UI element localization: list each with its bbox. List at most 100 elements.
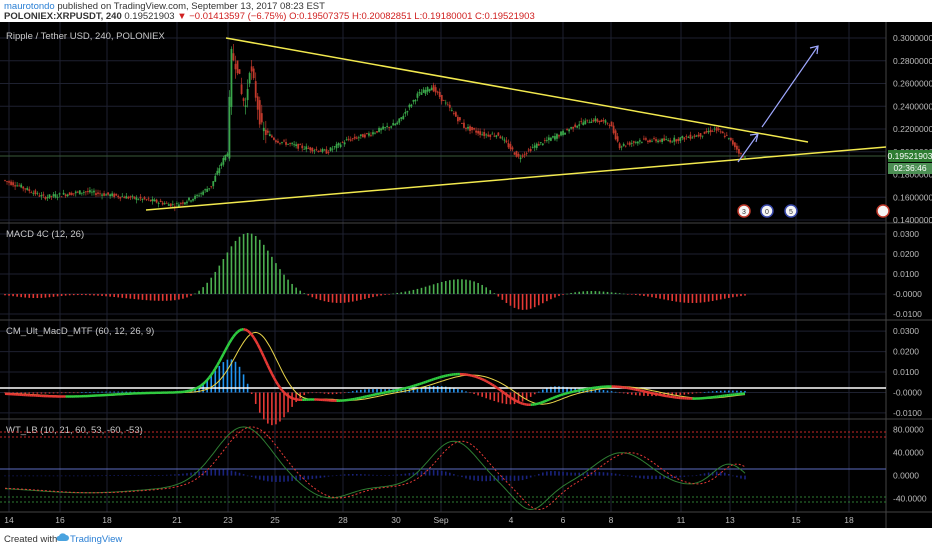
cm-bar — [428, 386, 431, 393]
time-tick-label: 25 — [270, 515, 280, 525]
wt-bar — [376, 474, 378, 476]
chart-svg[interactable]: Ripple / Tether USD, 240, POLONIEX 3 0 5… — [0, 22, 932, 528]
wt-bar — [453, 474, 455, 476]
candle-body — [359, 134, 362, 136]
descending-trendline[interactable] — [225, 37, 809, 143]
candle-body — [626, 143, 629, 145]
wt-bar — [198, 471, 200, 476]
time-tick-label: 6 — [561, 515, 566, 525]
tradingview-brand-link[interactable]: TradingView — [70, 534, 123, 545]
time-axis[interactable]: 14 16 18 21 23 25 28 30 Sep 4 6 8 11 13 15 18 — [4, 515, 854, 525]
wt-bar — [299, 475, 301, 481]
macd-bar — [4, 294, 6, 296]
cm-bar — [283, 392, 285, 418]
wt-bar — [279, 475, 281, 482]
cm-macd-segment — [220, 353, 225, 359]
macd-4c-pane[interactable]: MACD 4C (12, 26) 0.0300 0.0200 0.0100 -0.00… — [4, 229, 922, 319]
candle-body — [570, 127, 573, 129]
cm-bar — [626, 392, 629, 395]
candle-body — [254, 81, 257, 98]
candle-body — [606, 122, 609, 124]
wt-bar — [432, 470, 435, 476]
cm-macd-segment — [421, 381, 424, 385]
main-price-pane[interactable]: Ripple / Tether USD, 240, POLONIEX 3 0 5… — [0, 31, 932, 225]
cm-bar — [505, 392, 508, 405]
cm-ult-macd-pane[interactable]: CM_Ult_MacD_MTF (60, 12, 26, 9) 0.03000.… — [0, 326, 922, 426]
macd-bar — [711, 294, 714, 301]
candle-body — [171, 204, 174, 205]
candle-body — [123, 197, 126, 199]
event-badges[interactable]: 3 0 5 — [737, 204, 890, 218]
wt-bar — [416, 471, 419, 476]
cm-bar — [194, 388, 196, 393]
macd-bar — [525, 294, 528, 310]
candle-body — [161, 202, 164, 205]
publish-line: maurotondo published on TradingView.com,… — [4, 1, 325, 12]
candle-body — [210, 186, 213, 188]
macd-tick-label: -0.0100 — [893, 309, 922, 319]
candle-body — [155, 199, 158, 203]
cm-macd-segment — [566, 391, 570, 395]
candle-body — [537, 144, 540, 146]
wt-bar — [400, 474, 403, 476]
candle-body — [28, 189, 31, 192]
candle-body — [723, 135, 726, 138]
candle-body — [442, 100, 445, 101]
macd-bar — [457, 279, 459, 294]
cm-bar — [485, 392, 488, 399]
cm-macd-segment — [513, 398, 518, 403]
ascending-trendline[interactable] — [145, 146, 887, 211]
candle-body — [275, 140, 277, 142]
candle-body — [303, 148, 306, 150]
candle-body — [521, 155, 524, 157]
short-arrow-head — [749, 133, 759, 143]
wt-bar — [182, 473, 184, 476]
cm-bar — [449, 387, 451, 393]
event-badge-edge — [876, 204, 890, 218]
candle-body — [519, 157, 522, 160]
macd-bar — [16, 294, 18, 297]
macd-bar — [501, 294, 504, 300]
macd-bar — [424, 286, 427, 294]
cm-macd-segment — [423, 380, 426, 384]
chart-area[interactable]: Ripple / Tether USD, 240, POLONIEX 3 0 5… — [0, 22, 932, 528]
macd-bar — [590, 291, 593, 294]
cm-bar — [331, 392, 334, 395]
candle-body — [378, 128, 380, 132]
cm-macd-segment — [507, 395, 512, 399]
cm-bar — [695, 392, 698, 394]
macd-bar — [81, 294, 83, 296]
candle-body — [513, 152, 516, 155]
cm-bar — [562, 386, 564, 393]
author-link[interactable]: maurotondo — [4, 1, 55, 12]
cm-bar — [287, 392, 289, 413]
candle-body — [622, 143, 625, 146]
wt-bar — [16, 475, 18, 477]
cm-macd-segment — [419, 382, 422, 386]
cm-bar — [97, 391, 99, 393]
cm-macd-segment — [522, 402, 525, 406]
wt-bar — [473, 475, 475, 481]
cm-bar — [372, 389, 374, 393]
candle-body — [398, 118, 401, 123]
macd-bar — [230, 246, 233, 294]
candle-body — [335, 144, 338, 149]
macd-bar — [412, 289, 415, 294]
candle-body — [95, 193, 97, 196]
cm-bar — [469, 392, 471, 394]
macd-bar — [24, 294, 27, 298]
cm-bar — [481, 392, 483, 397]
wt-bar — [178, 474, 180, 476]
macd-bar — [473, 281, 475, 294]
cm-bar — [723, 390, 726, 393]
wt-bar — [542, 472, 544, 476]
cm-bar — [109, 391, 111, 393]
candle-body — [376, 131, 378, 133]
wt-bar — [283, 475, 285, 482]
cm-bar — [679, 392, 682, 396]
wt-lb-pane[interactable]: WT_LB (10, 21, 60, 53, -60, -53) 80.0000… — [0, 425, 927, 511]
candle-body — [566, 129, 568, 131]
